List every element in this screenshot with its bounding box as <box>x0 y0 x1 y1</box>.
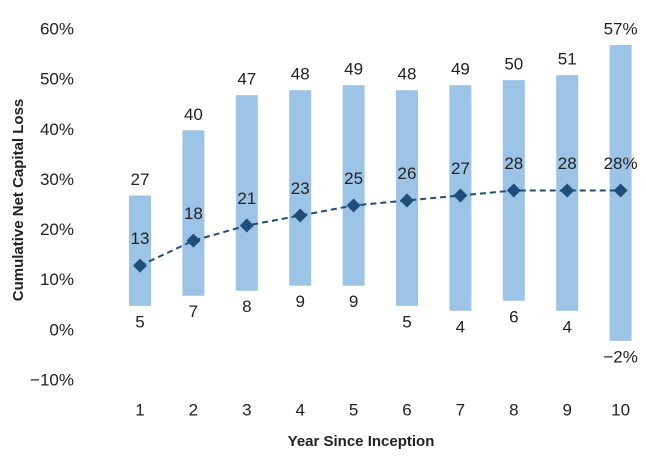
median-marker <box>613 183 628 198</box>
x-tick-label: 9 <box>562 400 571 419</box>
median-marker <box>453 188 468 203</box>
high-label: 48 <box>291 65 310 84</box>
median-label: 26 <box>398 164 417 183</box>
x-tick-label: 1 <box>135 400 144 419</box>
high-label: 49 <box>451 60 470 79</box>
median-marker <box>133 258 147 273</box>
y-tick-label: 30% <box>40 170 74 189</box>
range-bar <box>235 95 258 291</box>
x-axis-title: Year Since Inception <box>288 433 435 450</box>
x-tick-label: 7 <box>456 400 465 419</box>
x-tick-label: 8 <box>509 400 518 419</box>
y-tick-label: 50% <box>40 70 74 89</box>
high-label: 47 <box>237 70 256 89</box>
low-label: 5 <box>135 312 144 331</box>
high-label: 51 <box>558 50 577 69</box>
range-bar <box>182 130 205 296</box>
range-bar <box>289 90 312 286</box>
x-tick-label: 4 <box>295 400 304 419</box>
y-tick-label: −10% <box>30 370 74 389</box>
median-marker <box>400 193 414 208</box>
range-bar <box>342 85 365 286</box>
median-marker <box>239 218 254 233</box>
median-line <box>139 189 621 267</box>
x-tick-label: 10 <box>611 400 630 419</box>
x-tick-label: 6 <box>402 400 411 419</box>
low-label: 4 <box>562 317 571 336</box>
high-label: 40 <box>184 105 203 124</box>
low-label: 4 <box>456 317 465 336</box>
y-tick-label: 60% <box>40 19 74 38</box>
low-label: −2% <box>603 347 638 366</box>
high-label: 27 <box>131 170 150 189</box>
low-label: 8 <box>242 297 251 316</box>
x-tick-label: 2 <box>189 400 198 419</box>
median-label: 13 <box>131 229 150 248</box>
median-label: 18 <box>184 204 203 223</box>
median-marker <box>560 183 575 198</box>
low-label: 7 <box>189 302 198 321</box>
high-label: 50 <box>504 55 523 74</box>
y-tick-label: 20% <box>40 220 74 239</box>
median-marker <box>293 208 308 223</box>
median-label: 28% <box>604 154 638 173</box>
median-marker <box>506 183 521 198</box>
low-label: 9 <box>349 292 358 311</box>
low-label: 5 <box>402 312 411 331</box>
y-axis-title: Cumulative Net Capital Loss <box>10 99 27 302</box>
median-label: 28 <box>504 154 523 173</box>
median-marker <box>186 233 201 248</box>
y-tick-label: 40% <box>40 120 74 139</box>
low-label: 9 <box>295 292 304 311</box>
x-tick-label: 3 <box>242 400 251 419</box>
high-label: 57% <box>604 20 638 39</box>
median-label: 28 <box>558 154 577 173</box>
low-label: 6 <box>509 307 518 326</box>
x-tick-label: 5 <box>349 400 358 419</box>
median-label: 27 <box>451 159 470 178</box>
y-tick-label: 10% <box>40 270 74 289</box>
median-marker <box>346 198 361 213</box>
median-label: 25 <box>344 169 363 188</box>
y-tick-label: 0% <box>49 320 74 339</box>
range-bar <box>129 195 151 306</box>
median-label: 21 <box>237 189 256 208</box>
median-label: 23 <box>291 179 310 198</box>
high-label: 49 <box>344 60 363 79</box>
high-label: 48 <box>398 65 417 84</box>
